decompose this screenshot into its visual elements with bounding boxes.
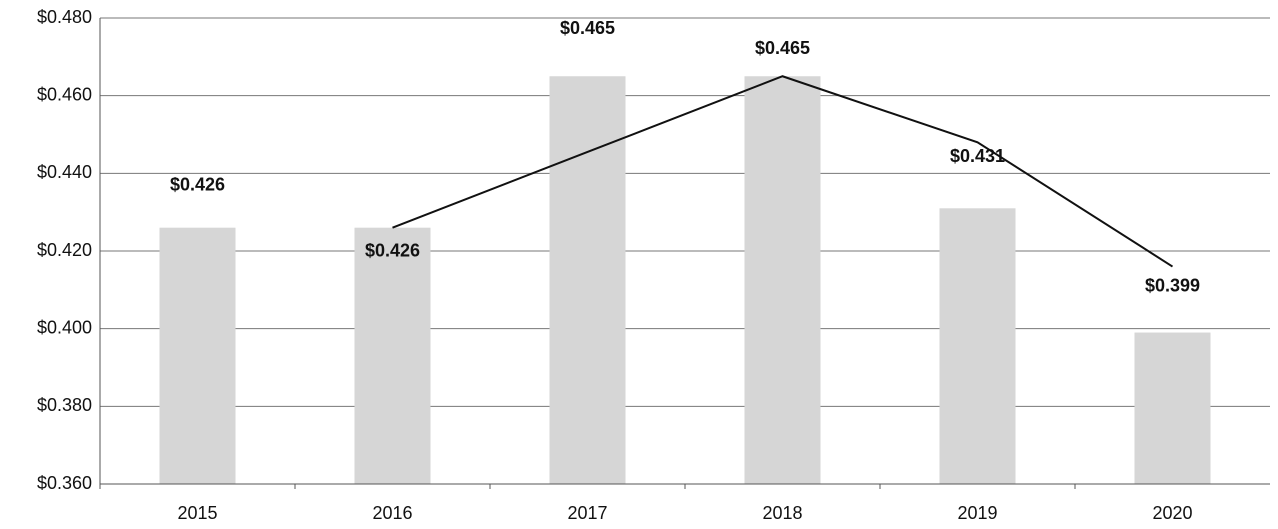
data-label: $0.399 <box>1145 275 1200 295</box>
bar <box>159 227 236 484</box>
y-tick-label: $0.360 <box>37 473 92 493</box>
data-label: $0.426 <box>365 240 420 260</box>
data-label: $0.426 <box>170 174 225 194</box>
y-tick-label: $0.380 <box>37 395 92 415</box>
bar <box>939 208 1016 485</box>
y-tick-label: $0.420 <box>37 240 92 260</box>
x-tick-label: 2020 <box>1152 503 1192 523</box>
bar <box>549 76 626 484</box>
bar <box>744 76 821 484</box>
data-label: $0.465 <box>560 18 615 38</box>
x-tick-label: 2019 <box>957 503 997 523</box>
data-label: $0.465 <box>755 38 810 58</box>
bar <box>354 227 431 484</box>
bar <box>1134 332 1211 484</box>
y-tick-label: $0.480 <box>37 7 92 27</box>
y-tick-label: $0.440 <box>37 162 92 182</box>
x-tick-label: 2016 <box>372 503 412 523</box>
y-tick-label: $0.460 <box>37 84 92 104</box>
data-label: $0.431 <box>950 146 1005 166</box>
x-tick-label: 2017 <box>567 503 607 523</box>
x-tick-label: 2015 <box>177 503 217 523</box>
y-tick-label: $0.400 <box>37 317 92 337</box>
line <box>392 75 1174 268</box>
x-tick-label: 2018 <box>762 503 802 523</box>
